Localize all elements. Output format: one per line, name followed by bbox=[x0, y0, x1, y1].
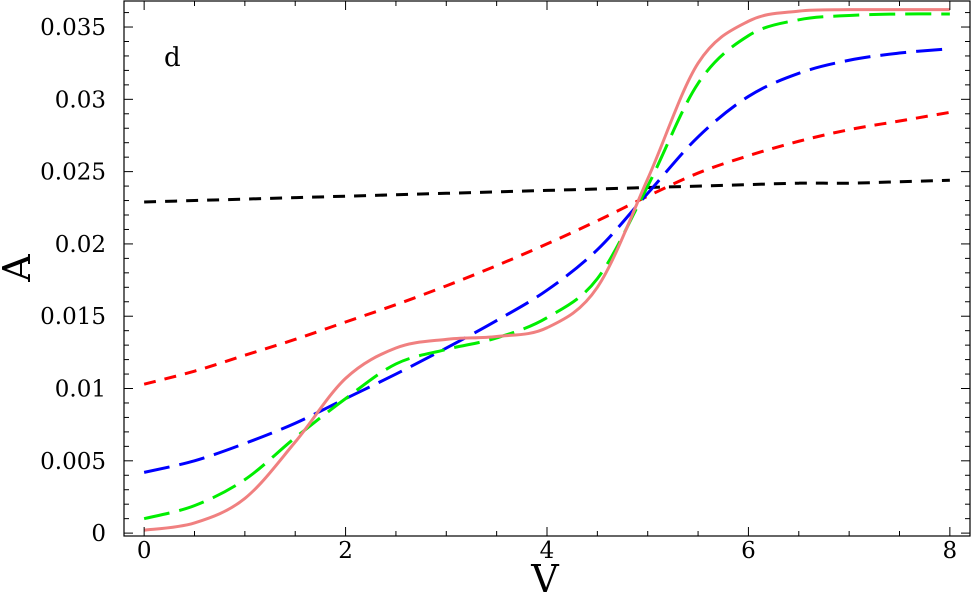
y-tick-label: 0.015 bbox=[40, 304, 106, 330]
y-tick-label: 0 bbox=[91, 521, 106, 547]
y-tick-label: 0.03 bbox=[55, 87, 106, 113]
x-tick-label: 6 bbox=[741, 538, 756, 564]
tick-layer: 0 2 4 6 8 0 0.005 0.01 0.015 0.02 0.025 0.03 0.035 bbox=[40, 1, 970, 564]
y-axis-title: A bbox=[0, 254, 39, 283]
series-line-5 bbox=[143, 8, 950, 532]
series-line-1 bbox=[144, 178, 950, 204]
y-tick-label: 0.005 bbox=[40, 449, 106, 475]
panel-label: d bbox=[164, 43, 181, 73]
x-axis-title: V bbox=[530, 557, 559, 601]
series-line-3 bbox=[143, 47, 950, 474]
x-tick-label: 4 bbox=[540, 538, 555, 564]
x-tick-label: 0 bbox=[137, 538, 152, 564]
x-tick-label: 8 bbox=[943, 538, 958, 564]
y-tick-label: 0.035 bbox=[40, 15, 106, 41]
series-layer bbox=[143, 8, 951, 532]
series-line-4 bbox=[143, 12, 950, 521]
y-tick-label: 0.02 bbox=[55, 232, 106, 258]
y-tick-label: 0.01 bbox=[55, 377, 106, 403]
y-tick-label: 0.025 bbox=[40, 160, 106, 186]
x-tick-label: 2 bbox=[338, 538, 353, 564]
plot-frame bbox=[123, 0, 971, 537]
series-line-2 bbox=[143, 110, 951, 386]
